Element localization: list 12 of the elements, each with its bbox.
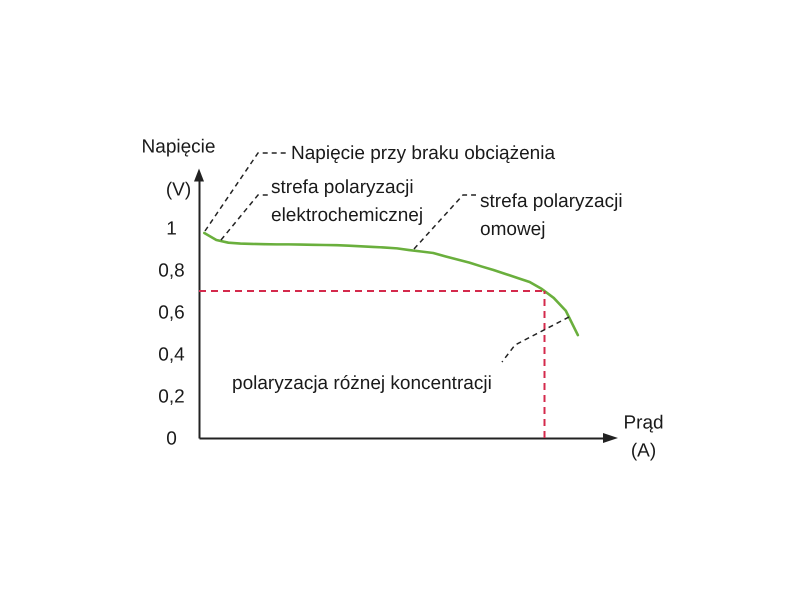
y-tick-label: 1 bbox=[166, 218, 177, 240]
annotation: strefa polaryzacji elektrochemicznej bbox=[271, 176, 424, 226]
annotation: strefa polaryzacji omowej bbox=[480, 190, 623, 240]
x-axis-title: Prąd (A) bbox=[623, 412, 664, 462]
text: Napięcie przy braku obciążenia bbox=[291, 142, 556, 164]
y-tick-label: 0,6 bbox=[158, 302, 185, 324]
y-tick-label: 0,2 bbox=[158, 386, 185, 408]
y-tick-label: 0,8 bbox=[158, 260, 185, 282]
annotation: polaryzacja różnej koncentracji bbox=[232, 372, 492, 394]
y-axis-title: Napięcie (V) bbox=[142, 136, 216, 200]
y-tick-label: 0,4 bbox=[158, 344, 186, 366]
y-tick-label: 0 bbox=[166, 428, 177, 450]
